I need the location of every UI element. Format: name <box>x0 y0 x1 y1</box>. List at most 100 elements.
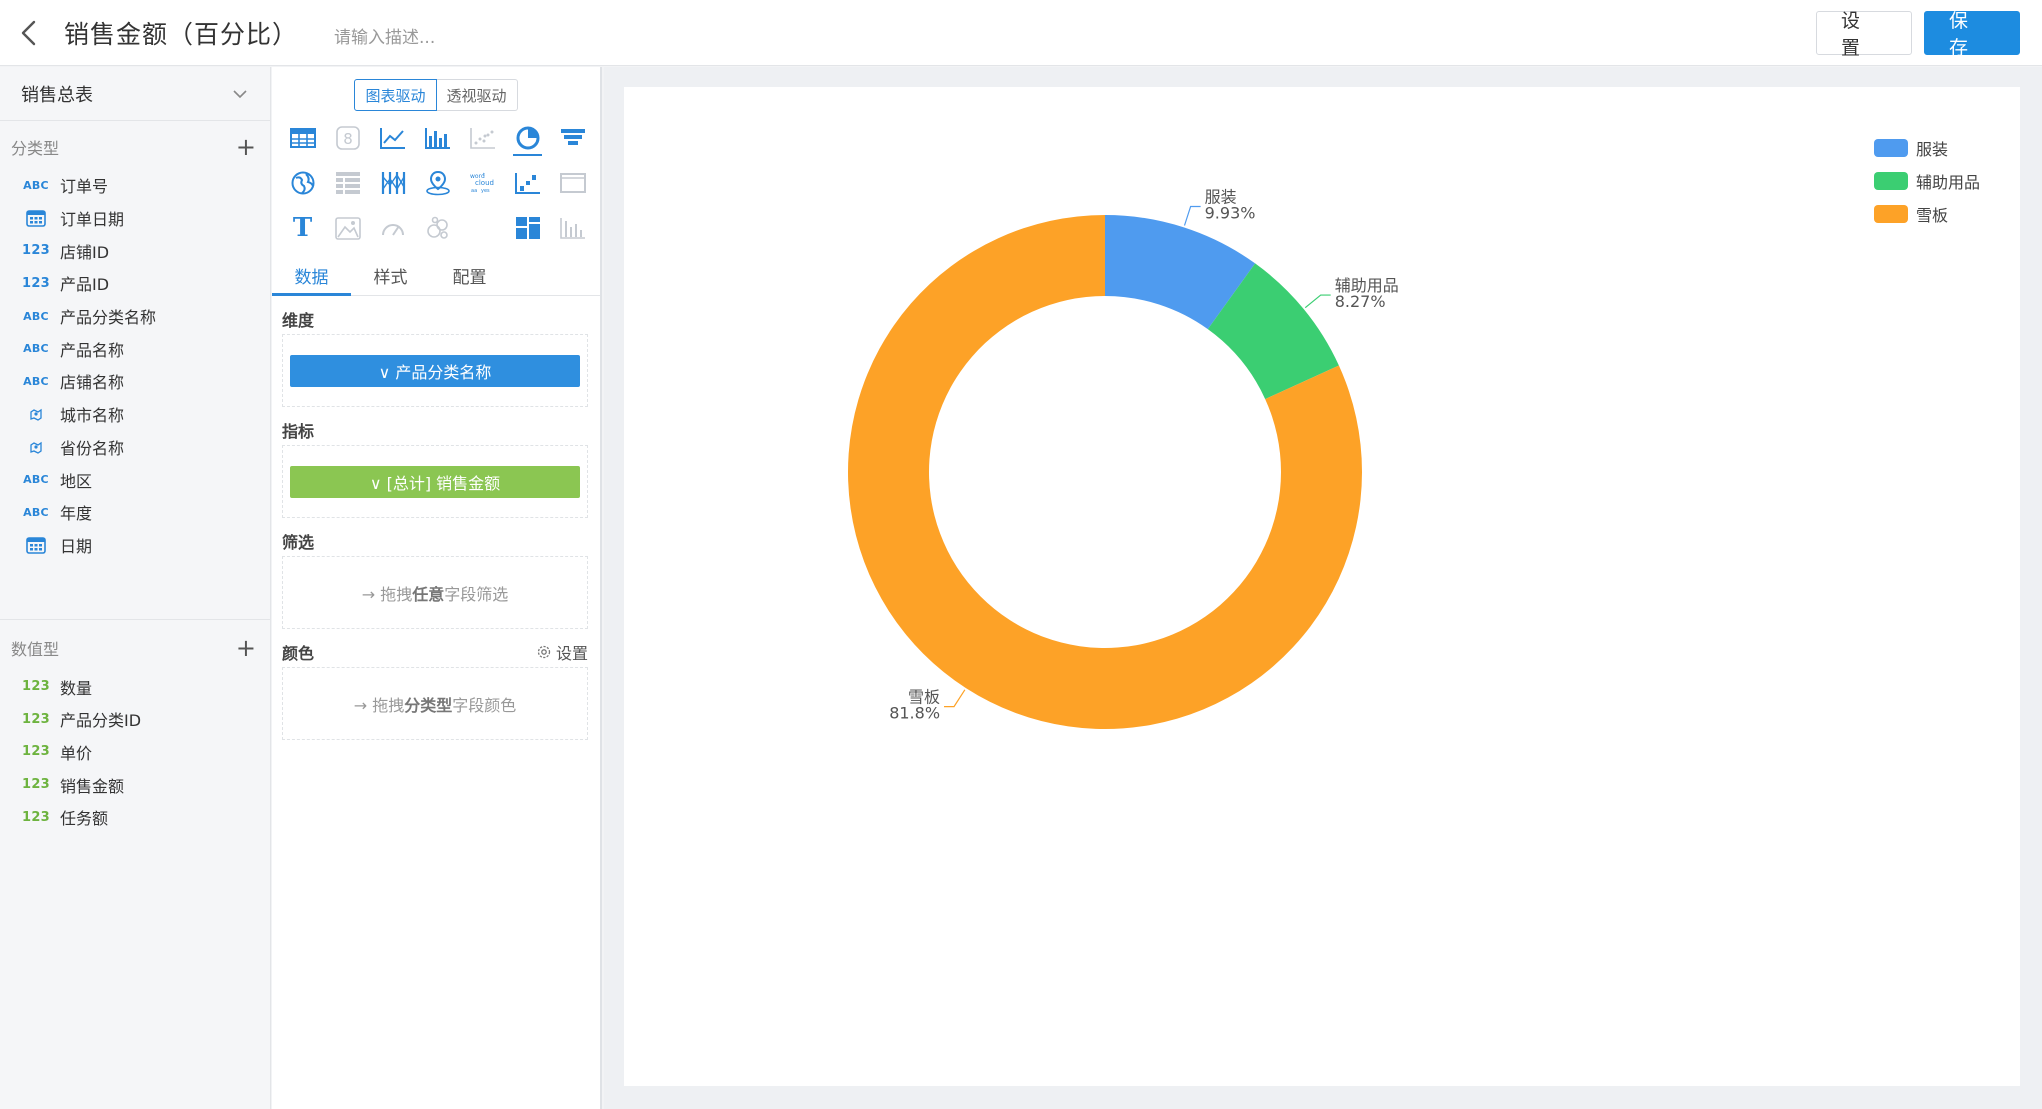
measure-field-item[interactable]: 123 数量 <box>0 670 270 703</box>
legend-swatch <box>1873 204 1908 223</box>
legend-item[interactable]: 雪板 <box>1873 197 1980 230</box>
dimension-field-item[interactable]: ABC 产品分类名称 <box>0 300 270 333</box>
settings-button[interactable]: 设 置 <box>1816 10 1912 59</box>
tab-style[interactable]: 样式 <box>373 268 408 288</box>
add-dimension-button[interactable]: + <box>235 133 256 161</box>
tab-data[interactable]: 数据 <box>272 256 351 296</box>
step-chart-type-button[interactable] <box>505 160 550 205</box>
text-type-button[interactable]: T <box>280 205 325 250</box>
field-label: 年度 <box>60 504 93 524</box>
funnel-chart-icon <box>560 127 586 149</box>
geo-point-type-button[interactable] <box>415 160 460 205</box>
table-name: 销售总表 <box>21 84 93 106</box>
calendar-icon <box>24 209 48 227</box>
dimension-dropzone[interactable]: ∨ 产品分类名称 <box>282 334 588 407</box>
word-cloud-icon: word t cloud aa yes <box>469 171 497 195</box>
top-header: 销售金额（百分比） 请输入描述... 设 置 保 存 <box>0 0 2042 66</box>
measure-field-item[interactable]: 123 产品分类ID <box>0 703 270 736</box>
slice-category-label: 服装 <box>1205 187 1237 206</box>
pie-chart-type-button[interactable] <box>505 115 550 160</box>
chart-canvas[interactable]: 服装 9.93% 辅助用品 8.27% 雪板 81.8% 服装 辅助用品 雪板 <box>624 87 2020 1086</box>
text-field-icon: ABC <box>23 374 49 388</box>
dimension-field-item[interactable]: ABC 产品名称 <box>0 332 270 365</box>
frame-type-button[interactable] <box>550 160 595 205</box>
measure-field-item[interactable]: 123 单价 <box>0 736 270 769</box>
measure-pill[interactable]: ∨ [总计] 销售金额 <box>290 465 580 498</box>
color-dropzone[interactable]: → 拖拽分类型字段颜色 <box>282 667 588 740</box>
color-settings-button[interactable]: 设置 <box>536 640 588 664</box>
word-cloud-type-button[interactable]: word t cloud aa yes <box>460 160 505 205</box>
text-icon: T <box>292 212 313 243</box>
field-label: 单价 <box>60 743 93 763</box>
pivot-table-type-button[interactable] <box>325 160 370 205</box>
header-actions: 设 置 保 存 <box>1816 10 2020 59</box>
donut-slice[interactable] <box>1105 215 1256 330</box>
field-label: 数量 <box>60 678 93 698</box>
legend-item[interactable]: 服装 <box>1873 131 1980 164</box>
back-button[interactable] <box>0 0 56 66</box>
table-selector[interactable]: 销售总表 <box>0 67 270 121</box>
measure-group-label: 数值型 <box>11 640 60 660</box>
dashboard-type-button[interactable] <box>505 205 550 250</box>
bubble-type-button[interactable] <box>415 205 460 250</box>
bar-chart-type-button[interactable] <box>415 115 460 160</box>
dimension-field-item[interactable]: 订单日期 <box>0 202 270 235</box>
number-field-icon: 123 <box>21 777 51 793</box>
map-icon <box>290 170 316 196</box>
dimension-field-item[interactable]: 城市名称 <box>0 398 270 431</box>
dimension-field-item[interactable]: ABC 地区 <box>0 463 270 496</box>
dimension-field-item[interactable]: ABC 年度 <box>0 496 270 529</box>
number-field-icon: 123 <box>21 711 51 727</box>
image-icon <box>334 215 361 241</box>
measure-dropzone[interactable]: ∨ [总计] 销售金额 <box>282 445 588 518</box>
donut-slice[interactable] <box>1207 263 1339 400</box>
dimension-field-item[interactable]: ABC 订单号 <box>0 169 270 202</box>
parallel-chart-type-button[interactable] <box>370 160 415 205</box>
donut-slice[interactable] <box>848 215 1362 730</box>
svg-text:yes: yes <box>481 188 490 194</box>
field-label: 产品分类名称 <box>60 308 157 328</box>
svg-text:cloud: cloud <box>475 179 494 187</box>
field-label: 任务额 <box>60 809 109 829</box>
svg-text:8: 8 <box>343 130 353 148</box>
legend-label: 雪板 <box>1915 205 1948 225</box>
kpi-number-type-button[interactable]: 8 <box>325 115 370 160</box>
add-measure-button[interactable]: + <box>235 634 256 663</box>
dimension-pill[interactable]: ∨ 产品分类名称 <box>290 354 580 387</box>
scatter-chart-type-button[interactable] <box>460 115 505 160</box>
dimension-field-item[interactable]: 123 店铺ID <box>0 234 270 267</box>
image-type-button[interactable] <box>325 205 370 250</box>
dimension-field-item[interactable]: ABC 店铺名称 <box>0 365 270 398</box>
pivot-driven-button[interactable]: 透视驱动 <box>436 79 518 111</box>
measure-field-item[interactable]: 123 任务额 <box>0 801 270 834</box>
description-input[interactable]: 请输入描述... <box>334 28 436 48</box>
scatter-chart-icon <box>469 127 496 149</box>
measure-field-list: 123 数量 123 产品分类ID 123 单价 123 销售金额 123 任务额 <box>0 670 270 833</box>
dimension-field-item[interactable]: 123 产品ID <box>0 267 270 300</box>
line-chart-type-button[interactable] <box>370 115 415 160</box>
page-title[interactable]: 销售金额（百分比） <box>64 19 299 49</box>
histogram-icon <box>559 217 586 239</box>
filter-dropzone[interactable]: → 拖拽任意字段筛选 <box>282 556 588 629</box>
tab-config[interactable]: 配置 <box>452 268 487 288</box>
histogram-type-button[interactable] <box>550 205 595 250</box>
map-type-button[interactable] <box>280 160 325 205</box>
measure-field-item[interactable]: 123 销售金额 <box>0 768 270 801</box>
table-type-button[interactable] <box>280 115 325 160</box>
slice-category-label: 辅助用品 <box>1335 276 1399 295</box>
text-field-icon: ABC <box>23 178 49 192</box>
funnel-chart-type-button[interactable] <box>550 115 595 160</box>
dimension-field-item[interactable]: 日期 <box>0 529 270 562</box>
gauge-type-button[interactable] <box>370 205 415 250</box>
dashboard-icon <box>515 216 541 240</box>
chart-type-grid: 8 word t cloud aa yes T <box>272 111 600 250</box>
gauge-icon <box>380 217 406 239</box>
chart-driven-button[interactable]: 图表驱动 <box>354 79 437 111</box>
dimension-field-item[interactable]: 省份名称 <box>0 431 270 464</box>
slice-value-label: 9.93% <box>1205 203 1256 222</box>
save-button[interactable]: 保 存 <box>1924 10 2020 59</box>
legend-item[interactable]: 辅助用品 <box>1873 164 1980 197</box>
config-tabs: 数据 样式 配置 <box>272 256 600 296</box>
bubble-icon <box>425 215 451 241</box>
